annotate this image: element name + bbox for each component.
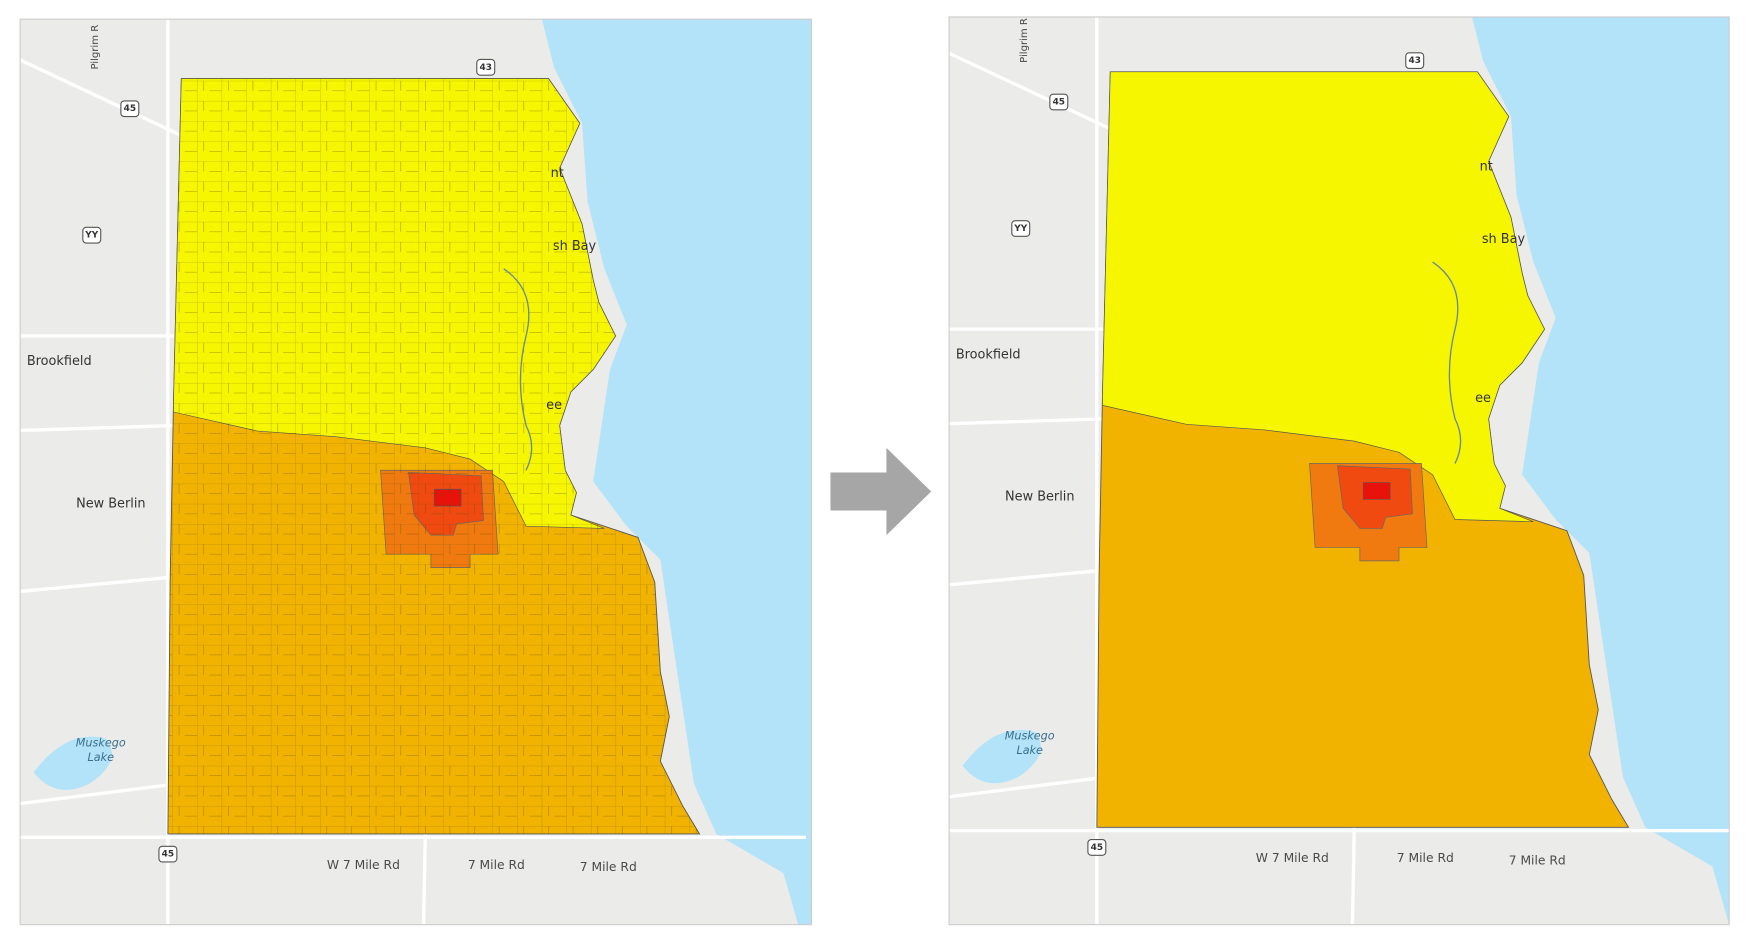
- map-label: Brookfield: [27, 354, 92, 369]
- map-label: 7 Mile Rd: [1509, 853, 1566, 867]
- map-label: Lake: [88, 751, 115, 764]
- road: [1350, 827, 1356, 925]
- route-shield: [120, 100, 140, 118]
- route-shield: [476, 58, 496, 76]
- map-label: YY: [84, 231, 98, 241]
- map-frame: [19, 18, 813, 926]
- map-layer: Pilgrim R 43 45 YY Brookfield New Berlin Muske…: [949, 16, 1730, 925]
- map-label: Lake: [1016, 744, 1043, 757]
- map-label: sh Bay: [1482, 232, 1526, 247]
- map-label: YY: [1013, 224, 1027, 234]
- arrow: [830, 447, 932, 536]
- road: [20, 58, 180, 136]
- map-label: 7 Mile Rd: [1397, 851, 1454, 865]
- road: [949, 775, 1109, 799]
- route-shield: [1405, 52, 1425, 69]
- map-label: Muskego: [1005, 730, 1055, 743]
- route-shield: [1049, 93, 1069, 111]
- map-label: Muskego: [76, 736, 126, 749]
- road: [949, 51, 1109, 130]
- route-shield: [1011, 220, 1031, 237]
- lake-michigan: [1472, 16, 1730, 925]
- map-label: W 7 Mile Rd: [327, 858, 400, 872]
- map-label: 43: [1408, 56, 1420, 66]
- road: [20, 423, 180, 433]
- muskego-lake: [33, 736, 112, 790]
- map-label: ee: [546, 398, 562, 413]
- map-label: 7 Mile Rd: [468, 858, 525, 872]
- road: [421, 833, 427, 925]
- map-label: 45: [1053, 98, 1065, 108]
- muskego-lake: [962, 729, 1041, 784]
- map-label: W 7 Mile Rd: [1256, 851, 1329, 865]
- road: [949, 417, 1109, 426]
- road: [20, 781, 180, 806]
- river: [1432, 261, 1462, 464]
- county-north: [1102, 71, 1545, 523]
- map-label: Pilgrim R: [90, 25, 101, 70]
- route-shield: [82, 226, 102, 244]
- map-label: 45: [1091, 843, 1103, 853]
- map-label: New Berlin: [1005, 490, 1074, 505]
- map-layer: Pilgrim R 43 45 YY Brookfield New Berlin Muske…: [20, 19, 812, 925]
- map-after: Pilgrim R 43 45 YY Brookfield New Berlin Muske…: [949, 16, 1730, 925]
- map-label: sh Bay: [553, 239, 597, 254]
- hotspot-core: [1362, 482, 1391, 500]
- map-label: nt: [1480, 159, 1493, 174]
- map-label: New Berlin: [76, 496, 145, 511]
- map-label: Pilgrim R: [1019, 18, 1030, 63]
- map-label: Brookfield: [956, 347, 1021, 362]
- map-label: nt: [551, 166, 564, 181]
- river: [503, 268, 533, 471]
- map-frame: [948, 16, 1730, 926]
- map-label: ee: [1475, 391, 1491, 406]
- route-shield: [158, 845, 178, 863]
- map-before: Pilgrim R 43 45 YY Brookfield New Berlin Muske…: [20, 19, 812, 925]
- road: [20, 574, 180, 594]
- map-label: 7 Mile Rd: [580, 860, 637, 874]
- map-label: 45: [162, 850, 174, 860]
- lake-michigan: [541, 19, 812, 925]
- map-label: 45: [124, 104, 136, 114]
- road: [949, 568, 1109, 587]
- map-label: 43: [480, 63, 492, 73]
- route-shield: [1087, 839, 1107, 856]
- tract-boundaries: [167, 78, 700, 834]
